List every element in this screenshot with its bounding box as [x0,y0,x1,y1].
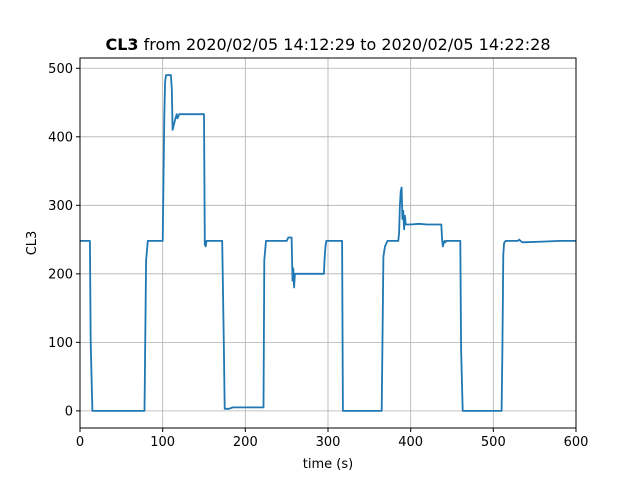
x-tick-label: 500 [481,435,506,450]
x-tick-label: 600 [564,435,589,450]
chart-title: CL3 from 2020/02/05 14:12:29 to 2020/02/… [105,35,550,54]
chart-title-range: from 2020/02/05 14:12:29 to 2020/02/05 1… [139,35,551,54]
series-layer [80,74,576,412]
y-tick-label: 100 [48,336,73,351]
series-line [80,74,576,412]
y-tick-label: 400 [48,130,73,145]
chart-title-variable: CL3 [105,35,138,54]
y-tick-label: 300 [48,199,73,214]
x-tick-label: 200 [233,435,258,450]
y-axis-ticks: 0 100 200 300 400 500 [48,62,80,419]
x-tick-label: 400 [398,435,423,450]
x-axis-ticks: 0 100 200 300 400 500 600 [76,428,589,450]
x-tick-label: 0 [76,435,84,450]
x-axis-label: time (s) [303,457,353,472]
y-axis-label: CL3 [25,231,40,256]
x-tick-label: 100 [150,435,175,450]
y-tick-label: 0 [65,404,73,419]
y-tick-label: 500 [48,62,73,77]
x-tick-label: 300 [316,435,341,450]
y-tick-label: 200 [48,267,73,282]
